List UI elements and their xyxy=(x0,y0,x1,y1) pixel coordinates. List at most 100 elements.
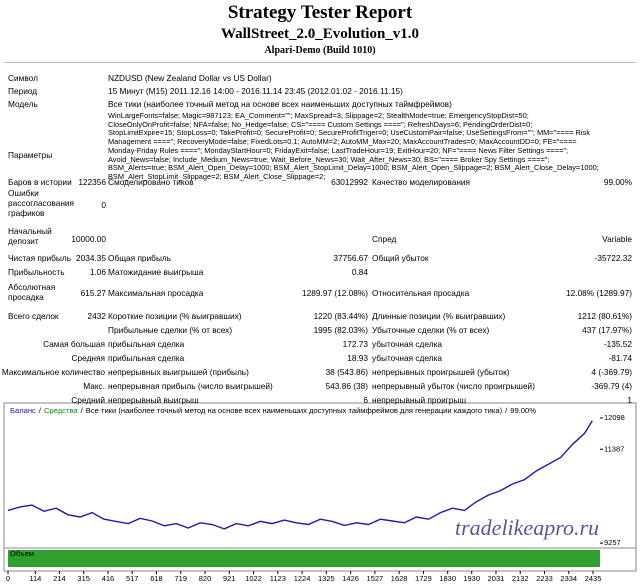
report-cell: Максимальная просадка xyxy=(108,288,204,298)
report-cell: 1995 (82.03%) xyxy=(313,325,368,335)
x-tick-label: 1628 xyxy=(391,574,408,583)
x-tick-label: 2233 xyxy=(536,574,553,583)
x-tick-label: 1830 xyxy=(439,574,456,583)
balance-line xyxy=(7,420,593,530)
report-cell: 4 (-369.79) xyxy=(591,367,632,377)
report-cell: Абсолютная просадка xyxy=(8,282,56,302)
report-cell: Variable xyxy=(602,234,632,244)
report-cell: Все тики (наиболее точный метод на основ… xyxy=(108,99,452,109)
x-tick-label: 517 xyxy=(126,574,139,583)
parameter-line: Avoid_News=false; Include_Medium_News=tr… xyxy=(108,154,550,164)
x-tick-label: 1930 xyxy=(463,574,480,583)
report-cell: непрерывных проигрышей (убыток) xyxy=(372,367,510,377)
x-tick-label: 114 xyxy=(29,574,41,583)
report-cell: Макс. xyxy=(83,381,105,391)
report-cell: 1212 (80.61%) xyxy=(577,311,632,321)
x-tick-label: 820 xyxy=(199,574,212,583)
legend-equity: Средства xyxy=(43,406,78,415)
x-tick-label: 0 xyxy=(6,574,10,583)
x-tick-label: 1426 xyxy=(342,574,359,583)
x-tick-label: 719 xyxy=(174,574,187,583)
report-cell: Матожидание выигрыша xyxy=(108,267,204,277)
report-cell: убыточная сделка xyxy=(372,339,443,349)
separator: / xyxy=(80,406,83,415)
report-cell: 1 xyxy=(627,395,632,405)
x-tick-label: 1123 xyxy=(270,574,286,583)
report-cell: Начальный депозит xyxy=(8,226,52,246)
x-tick-label: 2435 xyxy=(585,574,602,583)
report-cell: Всего сделок xyxy=(8,311,59,321)
report-cell: 1.06 xyxy=(89,267,106,277)
report-cell: 543.86 (38) xyxy=(325,381,368,391)
report-cell: 0 xyxy=(101,200,106,210)
report-cell: 437 (17.97%) xyxy=(582,325,632,335)
report-cell: -369.79 (4) xyxy=(591,381,632,391)
volume-label: Объем xyxy=(10,549,34,558)
report-cell: Прибыльные сделки (% от всех) xyxy=(108,325,233,335)
report-cell: Период xyxy=(8,86,38,96)
parameter-line: BSM_Alerts=true; BSM_Alert_Open_Delay=10… xyxy=(108,163,599,173)
report-cell: -81.74 xyxy=(608,353,632,363)
report-cell: 15 Минут (M15) 2011.12.16 14:00 - 2016.1… xyxy=(108,86,403,96)
report-cell: непрерывный проигрыш xyxy=(372,395,467,405)
report-cell: 615.27 xyxy=(80,288,106,298)
report-cell: непрерывный убыток (число проигрышей) xyxy=(372,381,535,391)
chart-frame xyxy=(3,402,637,572)
separator: / xyxy=(505,406,508,415)
x-tick-label: 618 xyxy=(150,574,163,583)
report-cell: Параметры xyxy=(8,150,53,160)
server: Alpari-Demo (Build 1010) xyxy=(264,45,376,56)
report-cell: непрерывных выигрышей (прибыль) xyxy=(108,367,249,377)
parameter-line: StopLimitExpire=15; StopLoss=0; TakeProf… xyxy=(108,128,590,138)
report-cell: Прибыльность xyxy=(8,267,65,277)
report-title: Strategy Tester Report xyxy=(227,2,413,23)
x-tick-label: 214 xyxy=(53,574,66,583)
report-cell: 2432 xyxy=(87,311,106,321)
x-tick-label: 2334 xyxy=(560,574,577,583)
y-tick-label: 11387 xyxy=(604,444,624,453)
report-cell: Общий убыток xyxy=(372,253,429,263)
y-tick-label: 9257 xyxy=(604,538,621,547)
report-cell: прибыльная сделка xyxy=(108,339,185,349)
report-cell: непрерывная прибыль (число выигрышей) xyxy=(108,381,273,391)
report-cell: 2034.35 xyxy=(76,253,106,263)
x-tick-label: 1729 xyxy=(415,574,432,583)
report-cell: 99.00% xyxy=(603,177,632,187)
report-cell: -135.52 xyxy=(603,339,632,349)
report-cell: 6 xyxy=(363,395,368,405)
report-cell: -35722.32 xyxy=(594,253,632,263)
watermark: tradelikeapro.ru xyxy=(455,515,599,540)
parameter-line: BSM_Alert_StopLimit_Slippage=2; BSM_Aler… xyxy=(108,171,326,181)
x-tick-label: 1022 xyxy=(245,574,262,583)
y-tick-label: 12098 xyxy=(604,413,625,422)
report-cell: NZDUSD (New Zealand Dollar vs US Dollar) xyxy=(108,73,272,83)
report-cell: Короткие позиции (% выигравших) xyxy=(108,311,242,321)
report-cell: 12.08% (1289.97) xyxy=(566,288,632,298)
report-cell: Спред xyxy=(372,234,397,244)
legend-balance: Баланс xyxy=(10,406,36,415)
parameter-line: Management ===="; RecoveryMode=false; Fi… xyxy=(108,137,577,147)
parameter-line: Monday-Friday Rules ===="; MondayStartHo… xyxy=(108,145,569,155)
report-cell: 10000.00 xyxy=(71,234,106,244)
chart-header: Баланс / Средства / Все тики (наиболее точны… xyxy=(10,406,539,415)
report-cell: Смоделировано тиков xyxy=(108,177,194,187)
quality: 99.00% xyxy=(510,406,537,415)
x-tick-label: 1527 xyxy=(367,574,384,583)
report-cell: Чистая прибыль xyxy=(8,253,72,263)
report-cell: Длинные позиции (% выигравших) xyxy=(372,311,506,321)
x-tick-label: 2132 xyxy=(512,574,529,583)
expert-name: WallStreet_2.0_Evolution_v1.0 xyxy=(220,26,420,42)
report-cell: Ошибки рассогласования графиков xyxy=(8,188,75,218)
report-cell: Баров в истории xyxy=(8,177,72,187)
report-cell: Средний xyxy=(71,395,105,405)
report-cell: 1289.97 (12.08%) xyxy=(302,288,368,298)
report-cell: Средняя xyxy=(71,353,105,363)
report-cell: 37756.67 xyxy=(333,253,368,263)
separator: / xyxy=(38,406,41,415)
x-tick-label: 1325 xyxy=(318,574,335,583)
report-cell: Качество моделирования xyxy=(372,177,471,187)
x-tick-label: 2031 xyxy=(488,574,505,583)
volume-area xyxy=(8,550,600,567)
